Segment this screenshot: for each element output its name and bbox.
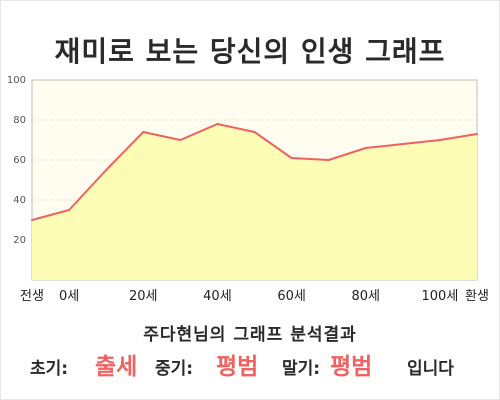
data-point (327, 159, 330, 161)
analysis-subtitle: 주다현님의 그래프 분석결과 (143, 325, 357, 345)
early-value: 출세 (95, 354, 138, 380)
x-tick-label: 60세 (277, 289, 306, 304)
y-tick-label: 60 (13, 155, 26, 166)
life-line (31, 123, 478, 221)
data-point (105, 169, 108, 171)
x-tick-label: 20세 (129, 289, 158, 304)
early-label: 초기: (30, 359, 69, 379)
area-fill (32, 124, 477, 280)
late-label: 말기: (282, 359, 321, 379)
x-axis-labels: 전생 0세 20세 40세 60세 80세 100세 환생 (20, 289, 489, 304)
x-tick-label: 0세 (59, 289, 79, 304)
late-value: 평범 (330, 354, 373, 380)
data-point (290, 157, 293, 159)
data-point (438, 139, 441, 141)
y-tick-label: 20 (13, 235, 26, 246)
data-point (476, 133, 478, 135)
x-tick-label: 40세 (203, 289, 232, 304)
data-point (31, 219, 33, 221)
area-fill-shape (32, 124, 477, 280)
data-point (179, 139, 182, 141)
x-tick-label: 100세 (422, 289, 459, 304)
data-point (253, 131, 256, 133)
mid-label: 중기: (155, 359, 194, 379)
y-axis-labels: 20 40 60 80 100 (7, 75, 26, 246)
x-tick-label: 80세 (351, 289, 380, 304)
mid-value: 평범 (216, 354, 259, 380)
data-point (401, 143, 404, 145)
data-point (68, 209, 71, 211)
chart-title: 재미로 보는 당신의 인생 그래프 (54, 35, 446, 68)
data-point (142, 131, 145, 133)
analysis-result: 초기: 출세 중기: 평범 말기: 평범 입니다 (0, 347, 500, 381)
y-tick-label: 100 (7, 75, 26, 86)
x-tick-label: 전생 (20, 289, 44, 304)
y-tick-label: 80 (13, 115, 26, 126)
x-tick-label: 환생 (465, 289, 489, 304)
y-tick-label: 40 (13, 195, 26, 206)
ending-text: 입니다 (407, 359, 454, 379)
data-point (216, 123, 219, 125)
data-point (364, 147, 367, 149)
